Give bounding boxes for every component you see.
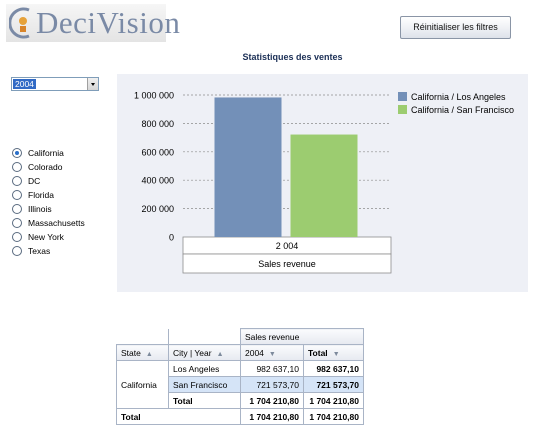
- state-option[interactable]: Florida: [12, 189, 85, 203]
- year-select[interactable]: 2004: [11, 77, 99, 91]
- y-tick-label: 800 000: [141, 119, 174, 129]
- year-select-value: 2004: [13, 79, 36, 89]
- page-title: Statistiques des ventes: [242, 52, 343, 62]
- subtotal-year-cell: 1 704 210,80: [240, 392, 304, 409]
- sales-pivot-table: Sales revenue State ▲ City | Year ▲ 2004 ▼ …: [116, 328, 364, 425]
- year-header-label: 2004: [245, 347, 264, 358]
- y-tick-label: 1 000 000: [134, 91, 174, 101]
- subtotal-label: Total: [168, 392, 241, 409]
- legend-swatch: [398, 105, 407, 114]
- sort-desc-icon[interactable]: ▼: [268, 350, 276, 358]
- state-header-label: State: [121, 347, 141, 358]
- state-option[interactable]: Colorado: [12, 161, 85, 175]
- state-label: Texas: [28, 246, 51, 256]
- chevron-down-icon[interactable]: [87, 78, 98, 90]
- legend-label: California / San Francisco: [411, 105, 514, 115]
- radio-button[interactable]: [12, 204, 22, 214]
- city-cell[interactable]: Los Angeles: [168, 360, 241, 377]
- state-label: Massachusetts: [28, 218, 85, 228]
- measure-header: Sales revenue: [240, 328, 364, 345]
- subtotal-row: Total 1 704 210,80 1 704 210,80: [117, 392, 364, 409]
- legend-swatch: [398, 92, 407, 101]
- state-label: Colorado: [28, 162, 63, 172]
- legend-label: California / Los Angeles: [411, 92, 506, 102]
- chart-bar: [290, 134, 358, 237]
- state-column-header[interactable]: State ▲: [116, 344, 169, 361]
- city-year-column-header[interactable]: City | Year ▲: [168, 344, 241, 361]
- state-cell: California: [116, 360, 169, 409]
- radio-button[interactable]: [12, 148, 22, 158]
- state-option[interactable]: Texas: [12, 245, 85, 259]
- state-label: DC: [28, 176, 41, 186]
- total-column-header[interactable]: Total ▼: [303, 344, 364, 361]
- radio-button[interactable]: [12, 246, 22, 256]
- state-option[interactable]: Illinois: [12, 203, 85, 217]
- state-label: Illinois: [28, 204, 52, 214]
- sales-chart-panel: 0 200 000 400 000 600 000 800 000 1 000 000 2 …: [117, 74, 528, 292]
- state-option[interactable]: California: [12, 147, 85, 161]
- table-row: California Los Angeles 982 637,10 982 63…: [116, 360, 364, 409]
- state-radio-list: California Colorado DC Florida Illinois …: [12, 147, 85, 259]
- pivot-corner: [168, 328, 241, 345]
- state-label: California: [28, 148, 64, 158]
- sort-asc-icon[interactable]: ▲: [145, 350, 153, 358]
- total-header-label: Total: [308, 347, 328, 358]
- sales-bar-chart: 0 200 000 400 000 600 000 800 000 1 000 000 2 …: [134, 91, 514, 274]
- radio-button[interactable]: [12, 176, 22, 186]
- radio-button[interactable]: [12, 218, 22, 228]
- state-option[interactable]: New York: [12, 231, 85, 245]
- y-tick-label: 400 000: [141, 176, 174, 186]
- city-cell[interactable]: San Francisco: [168, 376, 241, 393]
- y-tick-label: 600 000: [141, 147, 174, 157]
- city-year-header-label: City | Year: [173, 347, 212, 358]
- radio-button[interactable]: [12, 232, 22, 242]
- pivot-corner: [116, 328, 169, 345]
- brand-name: DeciVision: [36, 5, 181, 40]
- y-tick-label: 0: [169, 233, 174, 243]
- x-axis-label: Sales revenue: [258, 259, 316, 269]
- state-option[interactable]: Massachusetts: [12, 217, 85, 231]
- state-option[interactable]: DC: [12, 175, 85, 189]
- radio-button[interactable]: [12, 190, 22, 200]
- radio-button[interactable]: [12, 162, 22, 172]
- x-tick-label: 2 004: [276, 241, 299, 251]
- grand-total-total-cell: 1 704 210,80: [303, 408, 364, 425]
- y-tick-label: 200 000: [141, 204, 174, 214]
- sort-asc-icon[interactable]: ▲: [216, 350, 224, 358]
- grand-total-label: Total: [116, 408, 241, 425]
- state-label: New York: [28, 232, 64, 242]
- year-column-header[interactable]: 2004 ▼: [240, 344, 304, 361]
- reset-filters-button[interactable]: Réinitialiser les filtres: [400, 16, 511, 39]
- grand-total-year-cell: 1 704 210,80: [240, 408, 304, 425]
- sort-desc-icon[interactable]: ▼: [332, 350, 340, 358]
- state-label: Florida: [28, 190, 54, 200]
- decivision-logo: DeciVision: [6, 4, 180, 42]
- subtotal-total-cell: 1 704 210,80: [303, 392, 364, 409]
- measure-axis-box: [182, 253, 392, 274]
- year-value-cell: 982 637,10: [240, 360, 304, 377]
- chart-bar: [214, 97, 282, 237]
- logo-mark-icon: [9, 7, 30, 39]
- grand-total-row: Total 1 704 210,80 1 704 210,80: [116, 408, 364, 425]
- total-value-cell: 982 637,10: [303, 360, 364, 377]
- year-value-cell: 721 573,70: [240, 376, 304, 393]
- table-row: San Francisco 721 573,70 721 573,70: [117, 376, 364, 393]
- total-value-cell: 721 573,70: [303, 376, 364, 393]
